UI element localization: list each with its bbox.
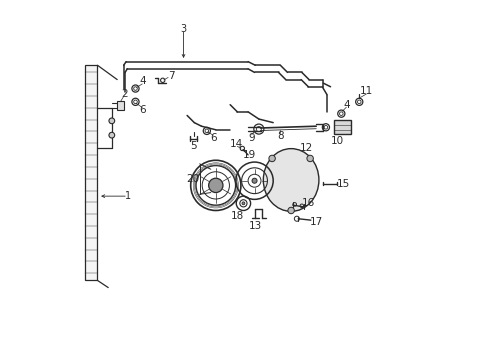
Text: 8: 8: [277, 131, 283, 141]
Text: 20: 20: [186, 174, 199, 184]
Text: 16: 16: [301, 198, 314, 208]
Bar: [117, 101, 123, 110]
Text: 2: 2: [121, 89, 127, 99]
Circle shape: [306, 155, 313, 162]
Circle shape: [251, 178, 257, 183]
Text: 18: 18: [230, 211, 244, 221]
Text: 4: 4: [139, 76, 145, 86]
Bar: [333, 120, 351, 134]
Ellipse shape: [263, 149, 318, 211]
Circle shape: [268, 155, 275, 162]
Text: 14: 14: [229, 139, 243, 149]
Text: 3: 3: [180, 24, 186, 35]
Circle shape: [287, 207, 294, 214]
Circle shape: [109, 132, 115, 138]
Text: 10: 10: [330, 136, 343, 145]
Text: 12: 12: [299, 143, 312, 153]
Text: 17: 17: [309, 217, 322, 227]
Text: 15: 15: [336, 179, 349, 189]
Text: 7: 7: [167, 71, 174, 81]
Text: 5: 5: [190, 141, 197, 151]
Text: 9: 9: [248, 133, 254, 143]
Text: 13: 13: [248, 221, 262, 230]
Circle shape: [242, 202, 244, 205]
Text: 6: 6: [139, 105, 145, 115]
Bar: [85, 65, 97, 280]
Text: 4: 4: [343, 100, 349, 110]
Text: 6: 6: [210, 133, 217, 143]
Text: 1: 1: [124, 191, 131, 201]
Circle shape: [109, 118, 115, 124]
Circle shape: [208, 178, 223, 193]
Text: 11: 11: [359, 86, 372, 96]
Text: 19: 19: [243, 150, 256, 160]
